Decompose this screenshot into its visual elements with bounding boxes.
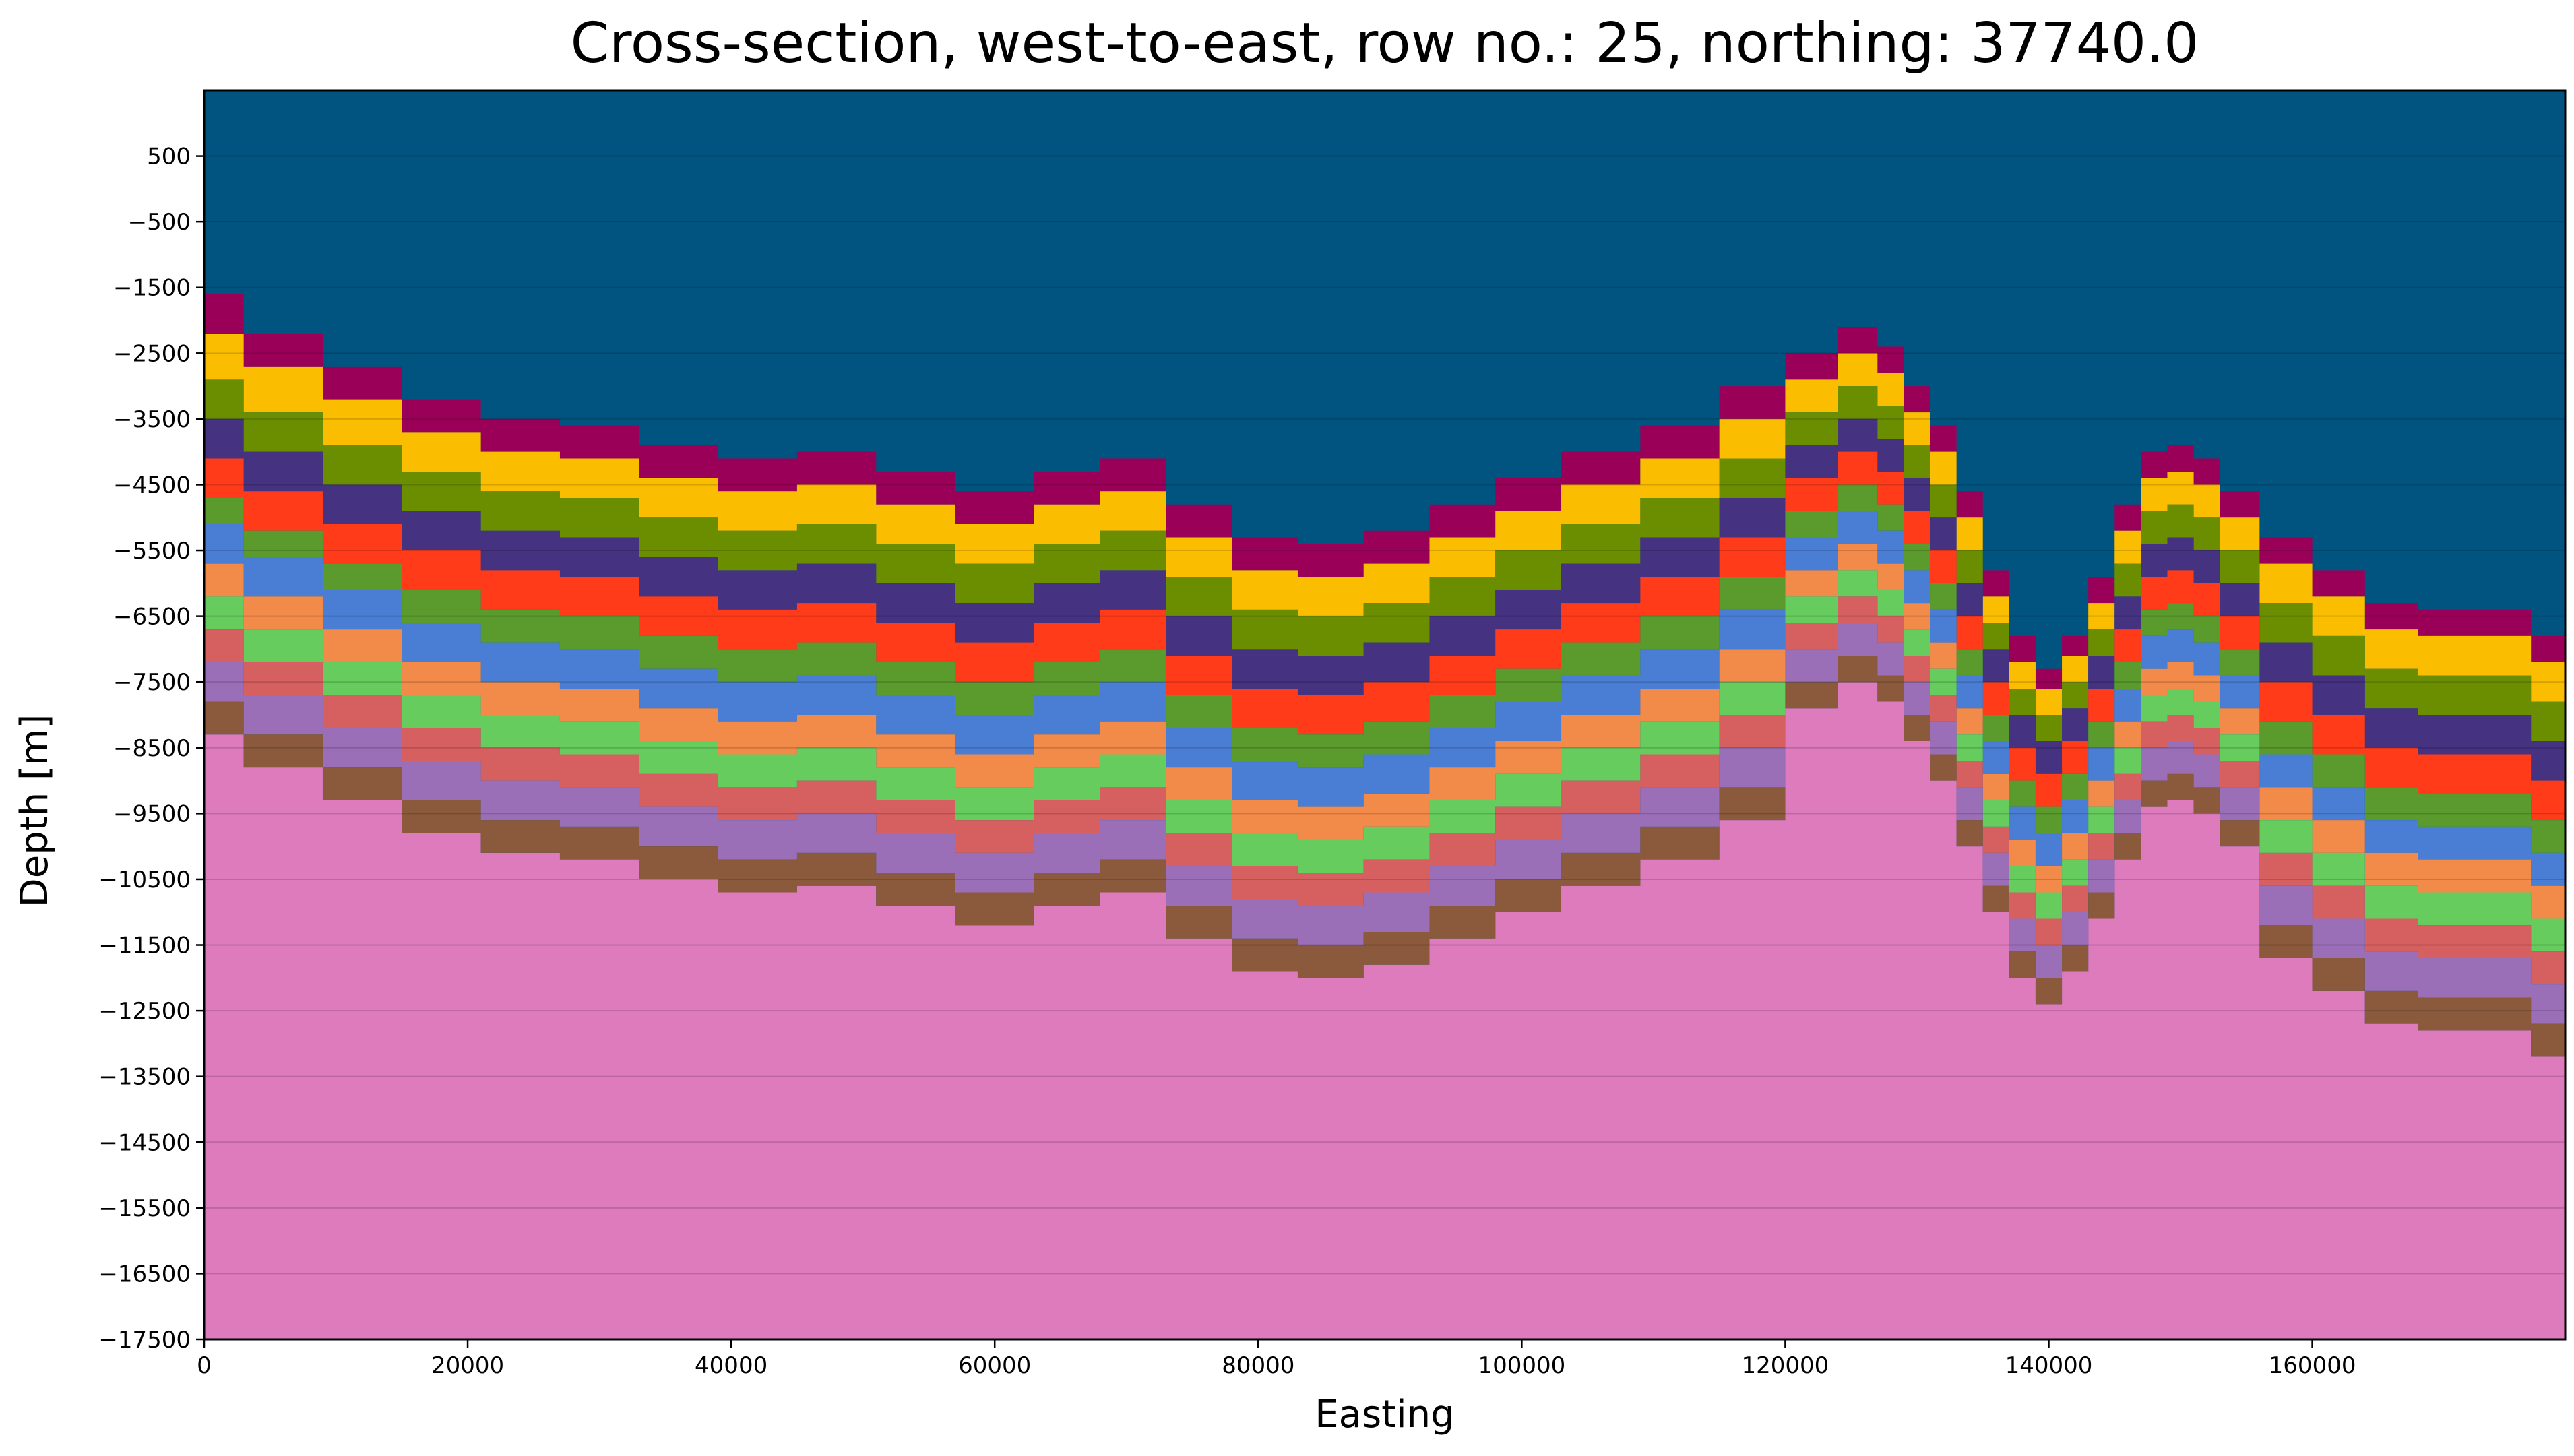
layer-12 [204, 656, 2565, 1057]
plot-area [204, 90, 2565, 1339]
x-tick-label: 40000 [695, 1352, 767, 1379]
y-tick-label: 500 [147, 144, 191, 170]
x-axis-title: Easting [1315, 1393, 1454, 1436]
y-tick-label: −17500 [98, 1327, 191, 1354]
x-tick-label: 160000 [2269, 1352, 2356, 1379]
y-tick-label: −12500 [98, 998, 191, 1025]
y-tick-label: −500 [128, 209, 191, 236]
layer-8 [204, 544, 2565, 919]
basement-layer [204, 682, 2565, 1339]
y-tick-label: −16500 [98, 1261, 191, 1288]
layer-10 [204, 596, 2565, 985]
y-axis: 500 −500 −1500 −2500 −3500 −4500 −5500 −6500 −75… [98, 144, 204, 1354]
y-tick-label: −5500 [113, 538, 191, 565]
y-tick-label: −4500 [113, 472, 191, 499]
layer-7 [204, 511, 2565, 886]
layer-6 [204, 484, 2565, 853]
y-tick-label: −11500 [98, 932, 191, 959]
layer-11 [204, 623, 2565, 1024]
y-tick-label: −8500 [113, 735, 191, 762]
grid-lines [204, 155, 2565, 1275]
plot-frame [203, 89, 2567, 1341]
y-tick-label: −15500 [98, 1195, 191, 1222]
y-tick-label: −2500 [113, 340, 191, 367]
x-tick-label: 0 [197, 1352, 212, 1379]
layer-9 [204, 570, 2565, 952]
x-tick-label: 60000 [958, 1352, 1031, 1379]
y-tick-label: −9500 [113, 800, 191, 827]
y-tick-label: −6500 [113, 604, 191, 631]
x-tick-label: 20000 [431, 1352, 504, 1379]
x-tick-label: 100000 [1478, 1352, 1565, 1379]
x-axis: 0 20000 40000 60000 80000 100000 120000 140000 1… [197, 1339, 2356, 1379]
y-axis-title: Depth [m] [13, 714, 57, 908]
chart-title: Cross-section, west-to-east, row no.: 25… [571, 11, 2199, 75]
x-tick-label: 140000 [2005, 1352, 2093, 1379]
y-tick-label: −10500 [98, 866, 191, 893]
y-tick-label: −13500 [98, 1064, 191, 1091]
y-tick-label: −1500 [113, 275, 191, 302]
y-tick-label: −14500 [98, 1129, 191, 1156]
y-tick-label: −7500 [113, 669, 191, 696]
x-tick-label: 120000 [1742, 1352, 1829, 1379]
x-tick-label: 80000 [1222, 1352, 1294, 1379]
y-tick-label: −3500 [113, 406, 191, 433]
